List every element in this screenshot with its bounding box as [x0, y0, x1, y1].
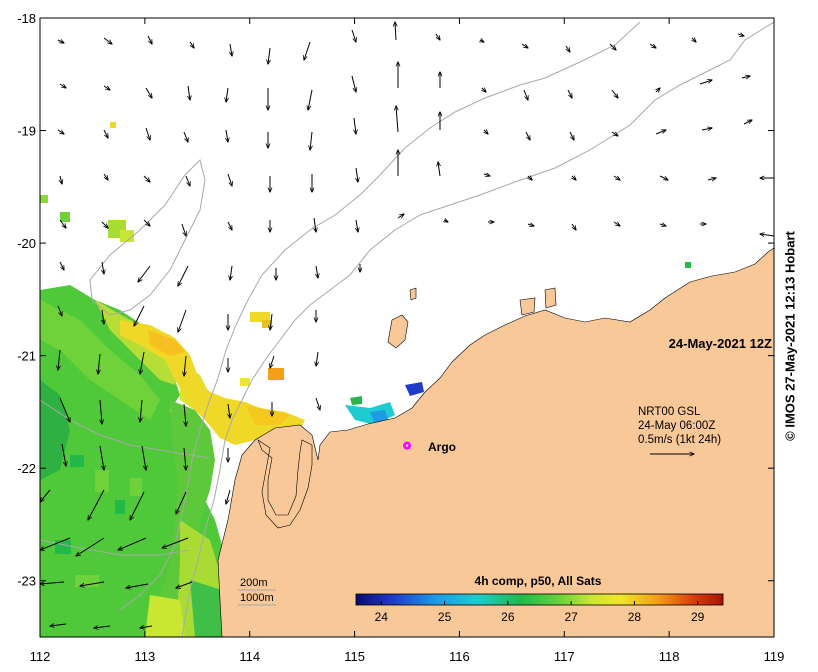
legend-line-2: 24-May 06:00Z [638, 420, 715, 432]
legend-line-1: NRT00 GSL [638, 406, 701, 418]
colorbar-tick-label: 24 [375, 610, 389, 624]
y-tick-label: -23 [17, 574, 36, 589]
exmouth-peninsula [257, 439, 313, 529]
x-tick-label: 119 [764, 649, 785, 664]
x-tick-label: 116 [449, 649, 470, 664]
y-axis: -18 -19 -20 -21 -22 -23 [17, 11, 774, 589]
barrow-island [387, 314, 409, 349]
plot-frame [39, 17, 775, 638]
x-tick-label: 114 [239, 649, 260, 664]
y-tick-label: -21 [17, 349, 36, 364]
x-tick-label: 113 [134, 649, 155, 664]
legend-line-3: 0.5m/s (1kt 24h) [638, 434, 721, 446]
colorbar-title: 4h comp, p50, All Sats [475, 574, 602, 588]
y-tick-label: -20 [17, 236, 36, 251]
colorbar-tick-label: 28 [628, 610, 642, 624]
colorbar-tick-label: 26 [501, 610, 515, 624]
colorbar-tick-label: 25 [438, 610, 452, 624]
argo-label: Argo [428, 440, 456, 454]
y-tick-label: -18 [17, 11, 36, 26]
isobath-1000-label: 1000m [240, 592, 274, 604]
x-tick-label: 112 [30, 649, 51, 664]
colorbar-tick-label: 29 [691, 610, 705, 624]
isobath-legend: 200m 1000m [238, 577, 276, 606]
colorbar-tick-label: 27 [564, 610, 578, 624]
argo-float-marker[interactable] [403, 441, 411, 450]
y-tick-label: -22 [17, 461, 36, 476]
isobath-lines [40, 21, 774, 637]
colorbar-ticks: 24 25 26 27 28 29 [375, 601, 705, 624]
colorbar-gradient [355, 593, 724, 606]
land-mass [217, 247, 774, 637]
isobath-200-label: 200m [240, 577, 268, 589]
y-tick-label: -19 [17, 124, 36, 139]
sst-colorbar: 4h comp, p50, All Sats 24 25 26 27 28 29 [355, 574, 724, 624]
vector-legend: NRT00 GSL 24-May 06:00Z 0.5m/s (1kt 24h) [638, 406, 721, 454]
current-vectors [40, 22, 774, 628]
x-tick-label: 118 [659, 649, 680, 664]
x-tick-label: 115 [344, 649, 365, 664]
x-tick-label: 117 [554, 649, 575, 664]
credit-text: © IMOS 27-May-2021 12:13 Hobart [782, 231, 798, 441]
x-axis: 112 113 114 115 116 117 118 119 [30, 18, 785, 664]
map-timestamp: 24-May-2021 12Z [669, 336, 772, 351]
